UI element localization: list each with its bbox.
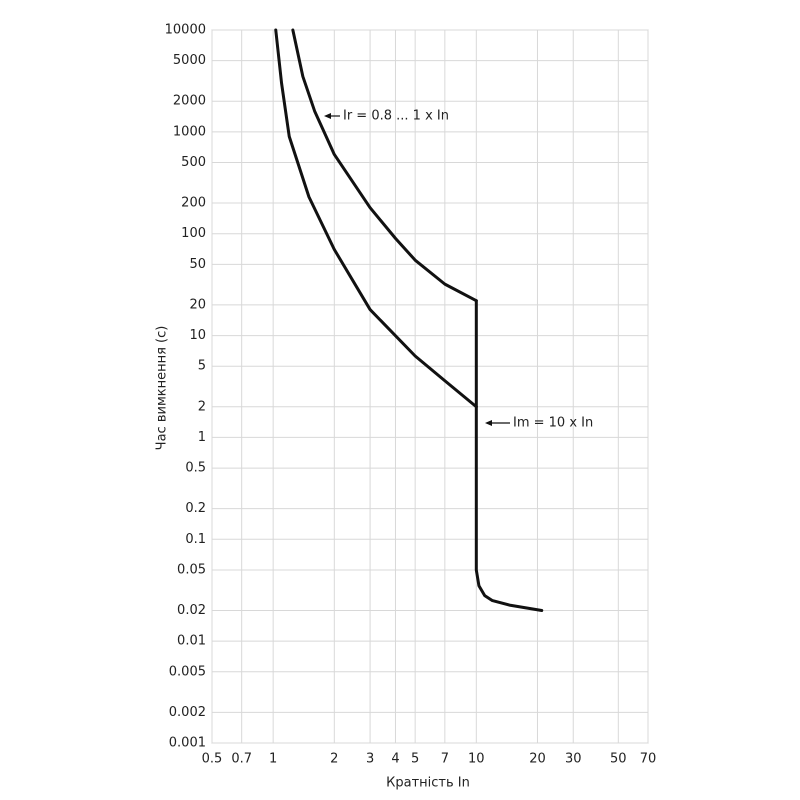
x-axis-label: Кратність In [386,776,470,791]
x-tick-label: 0.7 [231,752,252,767]
y-tick-label: 0.2 [185,501,206,516]
x-tick-label: 70 [640,752,657,767]
plot-area: 0.001 0.002 0.005 0.01 0.02 0.05 0.1 0.2 0.5 1 2 5 1… [165,23,657,767]
y-tick-label: 0.1 [185,532,206,547]
x-tick-label: 5 [411,752,419,767]
y-tick-label: 5000 [173,53,206,68]
curve [474,299,544,612]
y-axis-label: Час вимкнення (с) [155,326,170,451]
x-tick-label: 30 [565,752,582,767]
y-tick-label: 0.005 [169,664,206,679]
y-tick-label: 100 [181,226,206,241]
x-tick-label: 3 [366,752,374,767]
x-tick-label: 0.5 [202,752,223,767]
plot-frame [211,29,649,744]
y-tick-label: 1 [198,430,206,445]
y-tick-label: 0.5 [185,461,206,476]
y-tick-label: 20 [189,297,206,312]
y-tick-label: 2 [198,399,206,414]
y-tick-label: 2000 [173,94,206,109]
y-tick-label: 0.05 [177,562,206,577]
curve [291,28,478,303]
x-tick-label: 10 [468,752,485,767]
x-tick-label: 2 [330,752,338,767]
curve [274,28,478,409]
y-tick-label: 10 [189,328,206,343]
annotation: Ir = 0.8 ... 1 x In [343,109,449,124]
y-tick-label: 10000 [165,23,206,38]
y-tick-label: 0.02 [177,603,206,618]
y-tick-label: 1000 [173,124,206,139]
y-tick-label: 200 [181,196,206,211]
y-tick-label: 500 [181,155,206,170]
y-tick-label: 0.001 [169,736,206,751]
y-tick-label: 50 [189,257,206,272]
x-tick-label: 20 [529,752,546,767]
annotation: Im = 10 x In [513,416,593,431]
y-tick-label: 0.002 [169,705,206,720]
y-tick-label: 5 [198,359,206,374]
annotation-arrowhead [485,420,492,426]
annotation-arrowhead [324,113,331,119]
x-tick-label: 50 [610,752,627,767]
x-tick-label: 7 [441,752,449,767]
x-tick-label: 4 [391,752,399,767]
y-tick-label: 0.01 [177,634,206,649]
x-tick-label: 1 [269,752,277,767]
